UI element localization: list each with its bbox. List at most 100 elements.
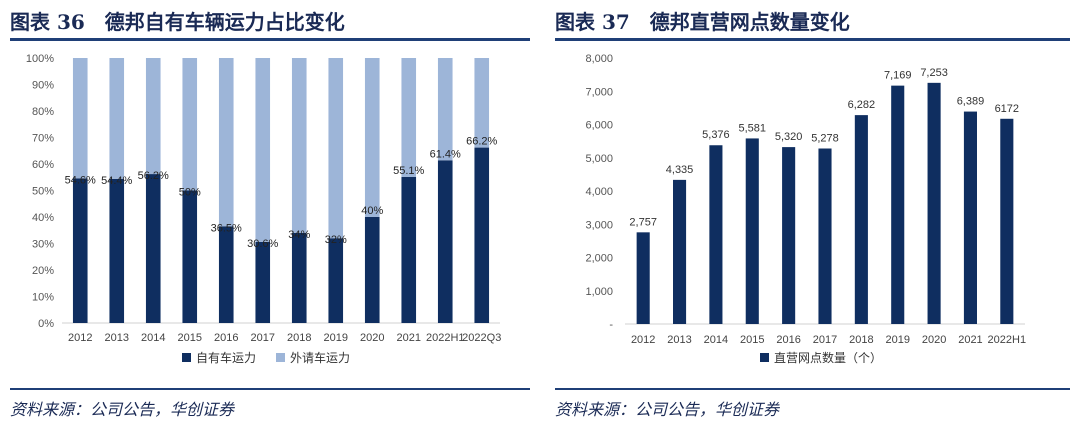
bar-outlets-2012: [636, 232, 650, 324]
x-tick-label-left: 2016: [214, 332, 238, 344]
data-label-right: 6172: [995, 103, 1019, 115]
y-tick-label-left: 20%: [32, 265, 54, 277]
y-tick-label-right: -: [609, 319, 613, 331]
title-rule-right: [555, 38, 1070, 41]
bar-external-2022H1: [437, 58, 453, 161]
x-tick-label-right: 2015: [740, 334, 764, 346]
x-tick-label-right: 2016: [776, 334, 800, 346]
data-label-right: 6,389: [957, 96, 985, 108]
bar-outlets-2021: [963, 111, 977, 324]
x-tick-label-left: 2017: [251, 332, 275, 344]
x-tick-label-left: 2019: [324, 332, 348, 344]
bar-own-2018: [291, 232, 307, 323]
legend-label-own: 自有车运力: [196, 350, 256, 365]
y-tick-label-right: 3,000: [585, 219, 613, 231]
data-label-right: 5,376: [702, 129, 730, 141]
x-tick-label-left: 2022H1: [426, 332, 465, 344]
bar-own-2016: [218, 226, 234, 323]
bar-own-2020: [364, 217, 380, 323]
legend-label-external: 外请车运力: [290, 350, 350, 365]
y-tick-label-left: 100%: [26, 53, 54, 65]
bar-external-2020: [364, 58, 380, 217]
x-tick-label-right: 2014: [704, 334, 728, 346]
data-label-left: 54.6%: [65, 174, 96, 186]
bar-external-2021: [401, 58, 417, 177]
x-tick-label-right: 2022H1: [988, 334, 1027, 346]
source-rule-right: [555, 388, 1070, 390]
bar-own-2014: [145, 174, 161, 323]
data-label-left: 40%: [361, 205, 383, 217]
x-tick-label-right: 2012: [631, 334, 655, 346]
bar-external-2012: [72, 58, 88, 179]
bar-outlets-2014: [709, 145, 723, 324]
x-tick-label-right: 2018: [849, 334, 873, 346]
y-tick-label-left: 10%: [32, 292, 54, 304]
stacked-bar-chart-left: 0% 10% 20% 30% 40% 50% 60% 70% 80% 90% 100% 2012 54.…: [26, 53, 501, 365]
data-label-right: 5,320: [775, 131, 803, 143]
x-tick-label-left: 2014: [141, 332, 165, 344]
data-label-right: 2,757: [629, 216, 657, 228]
bar-own-2019: [328, 238, 344, 323]
bar-own-2022H1: [437, 160, 453, 323]
bar-outlets-2013: [673, 179, 687, 324]
bar-external-2015: [182, 58, 198, 191]
bar-outlets-2016: [782, 147, 796, 324]
y-tick-label-left: 40%: [32, 212, 54, 224]
y-tick-label-right: 2,000: [585, 253, 613, 265]
y-tick-label-left: 30%: [32, 239, 54, 251]
x-tick-label-left: 2020: [360, 332, 384, 344]
data-label-left: 66.2%: [466, 136, 497, 148]
data-label-left: 54.4%: [101, 175, 132, 187]
legend-swatch-external: [276, 353, 285, 362]
bar-own-2012: [72, 178, 88, 323]
bar-outlets-2019: [891, 85, 905, 324]
title-rule-left: [10, 38, 530, 41]
y-tick-label-left: 60%: [32, 159, 54, 171]
data-label-left: 34%: [288, 229, 310, 241]
y-tick-label-right: 4,000: [585, 186, 613, 198]
bar-chart-right: - 1,000 2,000 3,000 4,000 5,000 6,000 7,000 8,00…: [585, 53, 1027, 365]
x-tick-label-left: 2021: [397, 332, 421, 344]
data-label-left: 50%: [179, 187, 201, 199]
bar-own-2021: [401, 176, 417, 323]
legend-label-outlets: 直营网点数量（个）: [774, 350, 882, 365]
bar-own-2013: [109, 178, 125, 323]
y-tick-label-right: 1,000: [585, 286, 613, 298]
data-label-right: 5,581: [739, 122, 767, 134]
y-tick-label-right: 5,000: [585, 153, 613, 165]
bar-external-2016: [218, 58, 234, 227]
bar-outlets-2017: [818, 148, 832, 324]
bar-external-2018: [291, 58, 307, 233]
source-rule-left: [10, 388, 530, 390]
bar-external-2019: [328, 58, 344, 239]
data-label-right: 4,335: [666, 164, 694, 176]
x-tick-label-right: 2019: [885, 334, 909, 346]
source-note-left: 资料来源：公司公告，华创证券: [10, 400, 235, 419]
data-label-left: 61.4%: [430, 148, 461, 160]
data-label-left: 56.2%: [138, 170, 169, 182]
x-tick-label-left: 2015: [178, 332, 202, 344]
data-label-left: 55.1%: [393, 165, 424, 177]
chart-title-right: 图表 37 德邦直营网点数量变化: [555, 10, 850, 34]
data-label-right: 5,278: [811, 133, 839, 145]
bar-outlets-2015: [745, 138, 759, 324]
bar-own-2015: [182, 190, 198, 323]
bar-own-2017: [255, 241, 271, 323]
y-tick-label-right: 7,000: [585, 86, 613, 98]
y-tick-label-left: 80%: [32, 106, 54, 118]
data-label-right: 6,282: [848, 99, 876, 111]
bar-outlets-2022H1: [1000, 118, 1014, 324]
source-note-right: 资料来源：公司公告，华创证券: [555, 400, 780, 419]
legend-swatch-own: [182, 353, 191, 362]
y-tick-label-right: 8,000: [585, 53, 613, 65]
x-tick-label-right: 2017: [813, 334, 837, 346]
x-tick-label-right: 2013: [667, 334, 691, 346]
y-tick-label-right: 6,000: [585, 120, 613, 132]
y-tick-label-left: 70%: [32, 133, 54, 145]
bar-external-2014: [145, 58, 161, 175]
bar-external-2017: [255, 58, 271, 242]
y-tick-label-left: 50%: [32, 186, 54, 198]
data-label-left: 36.5%: [211, 222, 242, 234]
chart-panel-right: 图表 37 德邦直营网点数量变化 - 1,000 2,000 3,000 4,000 5,…: [545, 0, 1080, 430]
x-tick-label-left: 2013: [105, 332, 129, 344]
